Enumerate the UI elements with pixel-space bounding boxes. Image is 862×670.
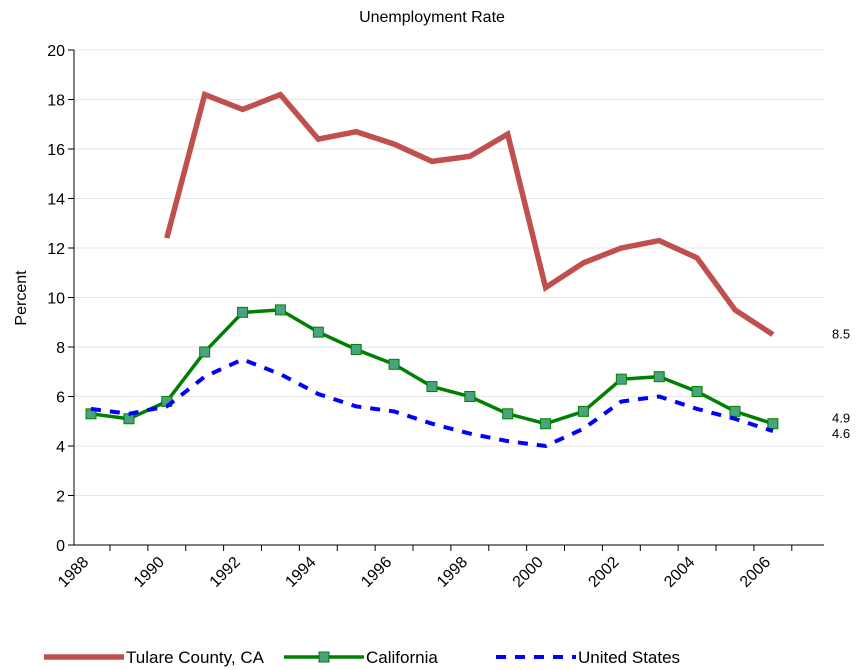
data-point-marker xyxy=(653,371,665,383)
data-point-marker xyxy=(464,391,476,402)
series-line xyxy=(90,357,774,449)
y-tick-label: 18 xyxy=(47,93,65,110)
legend-item: United States xyxy=(496,648,680,667)
data-point-marker xyxy=(199,346,211,358)
data-point-marker xyxy=(237,306,249,318)
data-point-marker xyxy=(767,418,779,430)
series-line xyxy=(90,308,774,426)
data-point-marker xyxy=(502,408,514,420)
x-tick-label: 2000 xyxy=(510,554,547,591)
data-point-marker xyxy=(615,373,627,385)
x-tick-label: 1990 xyxy=(131,554,168,591)
y-axis-label: Percent xyxy=(13,270,30,326)
y-tick-label: 4 xyxy=(56,439,65,456)
data-point-marker xyxy=(540,418,552,430)
y-tick-label: 12 xyxy=(47,241,65,258)
y-tick-label: 6 xyxy=(56,390,65,407)
legend: Tulare County, CA California United States xyxy=(44,648,680,667)
y-tick-label: 0 xyxy=(56,538,65,555)
y-tick-label: 20 xyxy=(47,43,65,60)
y-tick-label: 14 xyxy=(47,192,65,209)
y-tick-label: 16 xyxy=(47,142,65,159)
x-tick-label: 2004 xyxy=(661,554,698,591)
chart-title: Unemployment Rate xyxy=(359,9,505,26)
axes: 0 2 4 6 8 10 12 14 16 18 20 1988 1990 1992 1994 1996 199… xyxy=(47,43,824,591)
series-lines xyxy=(85,90,779,449)
data-point-marker xyxy=(577,405,589,417)
legend-item: California xyxy=(284,648,438,667)
legend-label: California xyxy=(366,648,438,667)
x-tick-label: 1994 xyxy=(282,554,319,591)
legend-item: Tulare County, CA xyxy=(44,648,265,667)
x-tick-label: 2006 xyxy=(737,554,774,591)
end-labels: 8.5 4.94.6 xyxy=(832,327,850,442)
gridlines xyxy=(74,49,824,496)
x-tick-label: 2002 xyxy=(585,554,622,591)
data-point-marker xyxy=(691,386,703,398)
series-line xyxy=(164,90,775,337)
x-tick-label: 1988 xyxy=(55,554,92,591)
y-tick-label: 2 xyxy=(56,489,65,506)
data-point-marker xyxy=(312,326,324,338)
data-point-marker xyxy=(388,358,400,370)
y-tick-label: 8 xyxy=(56,340,65,357)
x-tick-label: 1998 xyxy=(434,554,471,591)
legend-label: Tulare County, CA xyxy=(126,648,265,667)
legend-label: United States xyxy=(578,648,680,667)
data-point-marker xyxy=(350,343,362,355)
y-tick-label: 10 xyxy=(47,291,65,308)
end-value-label: 4.6 xyxy=(832,426,850,441)
data-point-marker xyxy=(426,381,438,393)
legend-marker xyxy=(318,651,330,663)
x-tick-label: 1996 xyxy=(358,554,395,591)
end-value-label: 8.5 xyxy=(832,327,850,342)
x-tick-label: 1992 xyxy=(207,554,244,591)
data-point-marker xyxy=(274,304,286,316)
end-value-label: 4.9 xyxy=(832,411,850,426)
data-point-marker xyxy=(729,405,741,417)
